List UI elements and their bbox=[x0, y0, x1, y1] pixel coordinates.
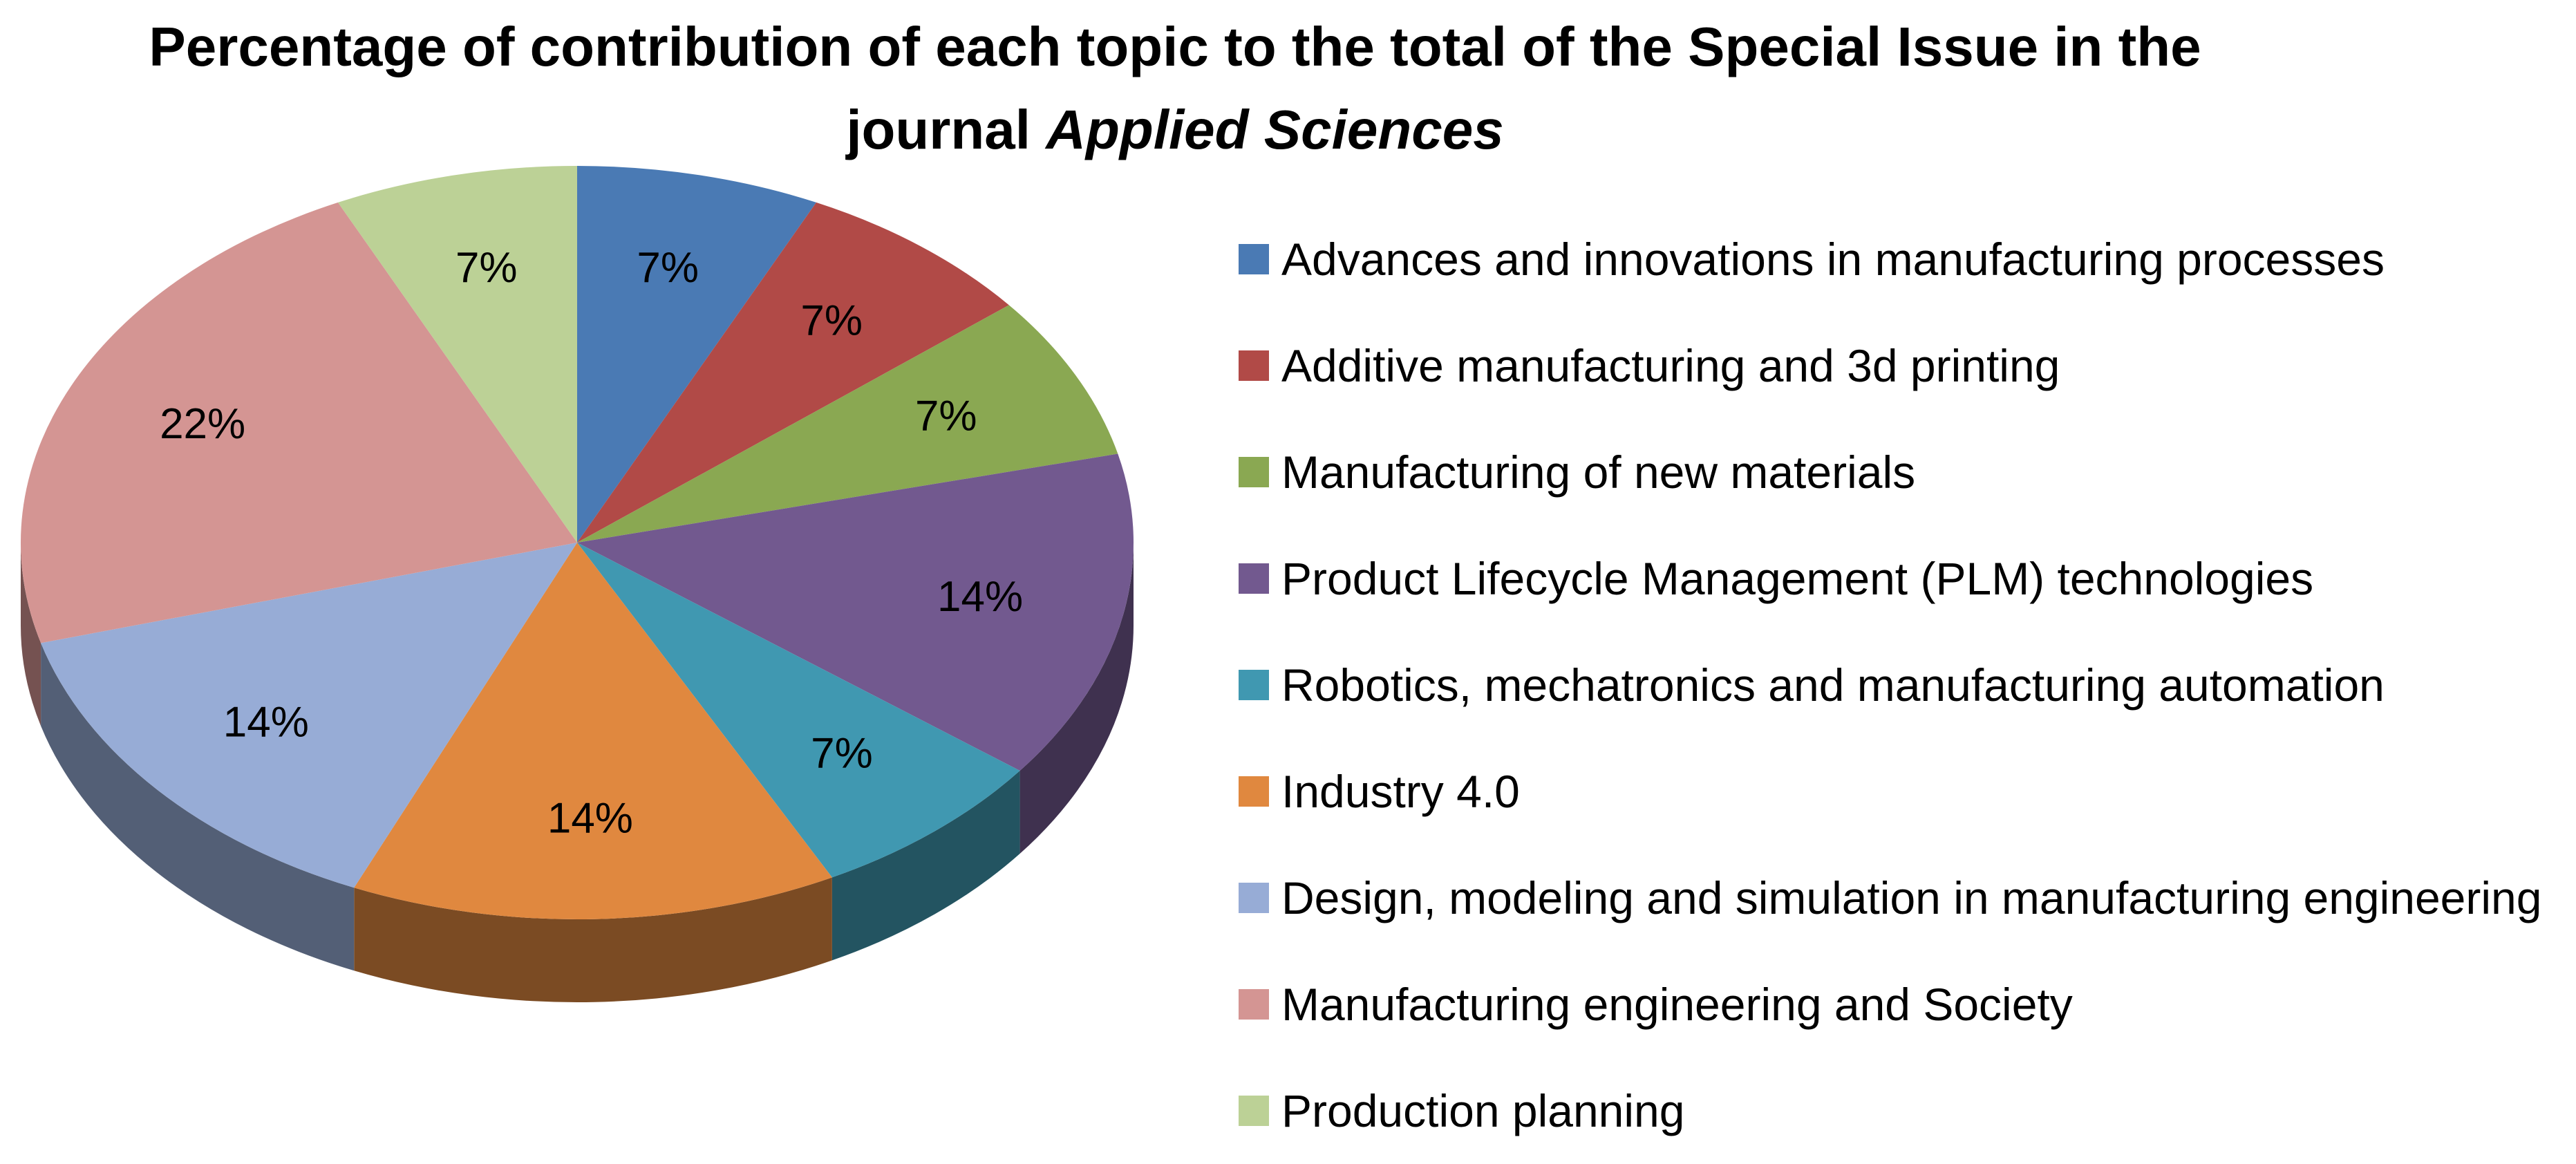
pie-slice-robotics-mechatronics-and-manufacturing-automation bbox=[577, 543, 1020, 878]
pie-slice-manufacturing-of-new-materials bbox=[577, 305, 1118, 543]
legend-label: Additive manufacturing and 3d printing bbox=[1281, 340, 2060, 391]
legend-swatch bbox=[1239, 883, 1269, 913]
legend-swatch bbox=[1239, 1096, 1269, 1126]
pie-side-industry-4-0 bbox=[354, 877, 832, 1002]
pie-label-industry-4-0: 14% bbox=[547, 794, 633, 842]
pie-side-manufacturing-engineering-and-society bbox=[21, 543, 41, 726]
legend-item-product-lifecycle-management-plm-technologies: Product Lifecycle Management (PLM) techn… bbox=[1239, 525, 2541, 632]
legend-label: Manufacturing engineering and Society bbox=[1281, 979, 2073, 1030]
pie-slice-advances-and-innovations-in-manufacturing-processes bbox=[577, 166, 816, 543]
legend-swatch bbox=[1239, 989, 1269, 1020]
legend-label: Manufacturing of new materials bbox=[1281, 447, 1916, 498]
legend-item-robotics-mechatronics-and-manufacturing-automation: Robotics, mechatronics and manufacturing… bbox=[1239, 632, 2541, 738]
legend-item-additive-manufacturing-and-3d-printing: Additive manufacturing and 3d printing bbox=[1239, 312, 2541, 419]
legend-swatch bbox=[1239, 670, 1269, 700]
pie-labels: 7% 7% 7% 14% 7% 14% 14% 22% 7% bbox=[160, 244, 1023, 842]
chart-title: Percentage of contribution of each topic… bbox=[0, 6, 2350, 171]
legend-item-production-planning: Production planning bbox=[1239, 1058, 2541, 1164]
legend-swatch bbox=[1239, 563, 1269, 594]
pie-label-product-lifecycle-management-plm-technologies: 14% bbox=[937, 573, 1023, 621]
pie-slice-additive-manufacturing-and-3d-printing bbox=[577, 202, 1009, 543]
pie-chart: 7% 7% 7% 14% 7% 14% 14% 22% 7% bbox=[21, 166, 1134, 1002]
pie-label-manufacturing-engineering-and-society: 22% bbox=[160, 400, 245, 448]
pie-label-manufacturing-of-new-materials: 7% bbox=[915, 392, 977, 440]
legend-label: Product Lifecycle Management (PLM) techn… bbox=[1281, 553, 2314, 604]
legend-swatch bbox=[1239, 244, 1269, 274]
legend-label: Robotics, mechatronics and manufacturing… bbox=[1281, 659, 2385, 711]
legend-label: Production planning bbox=[1281, 1085, 1685, 1136]
chart-legend: Advances and innovations in manufacturin… bbox=[1239, 206, 2541, 1164]
pie-slice-manufacturing-engineering-and-society bbox=[21, 202, 577, 644]
legend-label: Advances and innovations in manufacturin… bbox=[1281, 234, 2385, 285]
pie-label-robotics-mechatronics-and-manufacturing-automation: 7% bbox=[811, 729, 873, 777]
pie-side-robotics-mechatronics-and-manufacturing-automation bbox=[831, 771, 1020, 961]
legend-label: Design, modeling and simulation in manuf… bbox=[1281, 872, 2542, 923]
chart-title-line2-italic: Applied Sciences bbox=[1046, 99, 1504, 160]
legend-label: Industry 4.0 bbox=[1281, 766, 1520, 817]
legend-item-design-modeling-and-simulation-in-manufacturing-engineering: Design, modeling and simulation in manuf… bbox=[1239, 845, 2541, 951]
legend-swatch bbox=[1239, 350, 1269, 381]
pie-label-design-modeling-and-simulation-in-manufacturing-engineering: 14% bbox=[223, 698, 309, 746]
legend-item-industry-4-0: Industry 4.0 bbox=[1239, 738, 2541, 845]
pie-tops bbox=[21, 166, 1134, 919]
pie-slice-design-modeling-and-simulation-in-manufacturing-engineering bbox=[41, 543, 578, 888]
pie-label-production-planning: 7% bbox=[455, 244, 518, 292]
pie-slice-product-lifecycle-management-plm-technologies bbox=[577, 453, 1134, 771]
pie-side-design-modeling-and-simulation-in-manufacturing-engineering bbox=[41, 643, 355, 971]
pie-label-additive-manufacturing-and-3d-printing: 7% bbox=[800, 297, 863, 344]
pie-sides bbox=[21, 543, 1134, 1002]
pie-side-product-lifecycle-management-plm-technologies bbox=[1019, 543, 1134, 854]
pie-label-advances-and-innovations-in-manufacturing-processes: 7% bbox=[637, 244, 699, 292]
legend-swatch bbox=[1239, 776, 1269, 807]
legend-item-manufacturing-engineering-and-society: Manufacturing engineering and Society bbox=[1239, 951, 2541, 1058]
legend-item-manufacturing-of-new-materials: Manufacturing of new materials bbox=[1239, 419, 2541, 525]
chart-title-line2-plain: journal bbox=[846, 99, 1046, 160]
pie-slice-industry-4-0 bbox=[354, 543, 832, 919]
legend-item-advances-and-innovations-in-manufacturing-processes: Advances and innovations in manufacturin… bbox=[1239, 206, 2541, 312]
pie-slice-production-planning bbox=[338, 166, 577, 543]
legend-swatch bbox=[1239, 457, 1269, 487]
chart-title-line1: Percentage of contribution of each topic… bbox=[149, 16, 2201, 77]
